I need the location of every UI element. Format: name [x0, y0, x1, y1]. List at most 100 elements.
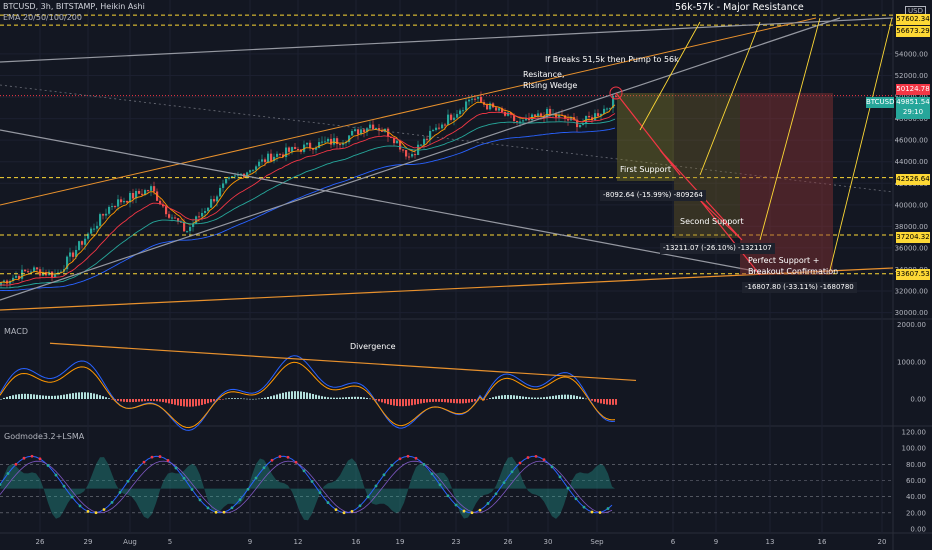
- candle-body: [192, 223, 195, 227]
- candle-body: [228, 177, 231, 179]
- macd-histogram-bar: [516, 395, 518, 399]
- candle-body: [600, 113, 603, 117]
- godmode-dot: [230, 506, 234, 510]
- candle-body: [162, 204, 165, 207]
- candle-body: [429, 130, 432, 140]
- macd-histogram-bar: [399, 399, 401, 407]
- macd-histogram-bar: [468, 399, 470, 403]
- candle-body: [519, 121, 522, 123]
- candle-body: [27, 271, 30, 273]
- macd-histogram-bar: [405, 399, 407, 407]
- macd-histogram-bar: [288, 391, 290, 399]
- candle-body: [204, 211, 207, 213]
- pump-arrow-1: [699, 21, 761, 176]
- godmode-dot: [478, 508, 482, 512]
- macd-histogram-bar: [375, 399, 377, 401]
- godmode-dot: [246, 487, 250, 491]
- candle-body: [216, 196, 219, 202]
- candle-body: [303, 144, 306, 152]
- candle-body: [507, 112, 510, 116]
- godmode-dot: [334, 508, 338, 512]
- macd-histogram-bar: [342, 397, 344, 399]
- candle-body: [330, 138, 333, 145]
- godmode-dot: [606, 507, 610, 510]
- macd-histogram-bar: [612, 399, 614, 405]
- macd-histogram-bar: [408, 399, 410, 406]
- candle-body: [24, 269, 27, 272]
- macd-histogram-bar: [534, 397, 536, 399]
- macd-histogram-bar: [219, 399, 221, 400]
- macd-histogram-bar: [564, 394, 566, 399]
- godmode-dot: [526, 456, 530, 459]
- macd-histogram-bar: [261, 398, 263, 399]
- ema-100-line: [0, 118, 616, 289]
- godmode-lsma-line: [0, 460, 613, 514]
- candle-body: [342, 143, 345, 145]
- macd-histogram-bar: [141, 399, 143, 402]
- candle-body: [69, 252, 72, 257]
- macd-histogram-bar: [576, 395, 578, 399]
- candle-body: [33, 267, 36, 272]
- macd-histogram-bar: [336, 397, 338, 399]
- godmode-dot: [214, 510, 218, 514]
- candle-body: [495, 107, 498, 111]
- macd-histogram-bar: [570, 394, 572, 399]
- macd-histogram-bar: [372, 399, 374, 400]
- macd-histogram-bar: [597, 399, 599, 403]
- godmode-dot: [94, 511, 98, 515]
- godmode-dot: [78, 504, 82, 508]
- price-tick-label: 44000.00: [895, 158, 928, 166]
- macd-histogram-bar: [522, 396, 524, 399]
- macd-histogram-bar: [417, 399, 419, 405]
- symbol-tag: BTCUSD: [866, 97, 895, 108]
- price-tick-label: 38000.00: [895, 223, 928, 231]
- candle-body: [450, 114, 453, 120]
- macd-histogram-bar: [327, 397, 329, 399]
- candle-body: [381, 130, 384, 132]
- candle-body: [309, 142, 312, 149]
- candle-body: [435, 127, 438, 130]
- macd-histogram-bar: [60, 395, 62, 399]
- rising-wedge-annotation: Resitance, Rising Wedge: [523, 70, 578, 90]
- candle-body: [288, 147, 291, 152]
- price-tick-label: 36000.00: [895, 244, 928, 252]
- macd-histogram-bar: [354, 396, 356, 399]
- macd-histogram-bar: [129, 399, 131, 403]
- macd-histogram-bar: [378, 399, 380, 402]
- macd-histogram-bar: [366, 397, 368, 399]
- ema-legend: EMA 20/50/100/200: [3, 13, 82, 22]
- candle-body: [222, 183, 225, 188]
- candle-body: [126, 201, 129, 203]
- macd-histogram-bar: [444, 399, 446, 403]
- godmode-dot: [278, 455, 282, 458]
- candle-body: [54, 274, 57, 278]
- godmode-dot: [70, 495, 74, 499]
- macd-histogram-bar: [462, 399, 464, 404]
- price-tag-50124: 50124.78: [896, 84, 930, 95]
- macd-histogram-bar: [24, 393, 26, 399]
- macd-histogram-bar: [132, 399, 134, 403]
- macd-histogram-bar: [450, 399, 452, 403]
- x-tick-label: 6: [671, 538, 676, 546]
- macd-histogram-bar: [78, 392, 80, 399]
- candle-body: [252, 169, 255, 171]
- candle-body: [261, 159, 264, 162]
- macd-histogram-bar: [270, 396, 272, 399]
- candle-body: [441, 124, 444, 129]
- macd-histogram-bar: [615, 399, 617, 405]
- candle-body: [180, 221, 183, 223]
- candle-body: [36, 267, 39, 270]
- godmode-dot: [574, 497, 578, 501]
- candle-body: [465, 101, 468, 111]
- x-tick-label: 9: [714, 538, 718, 546]
- candle-body: [30, 271, 33, 273]
- macd-histogram-bar: [345, 397, 347, 399]
- candle-body: [588, 115, 591, 118]
- macd-histogram-bar: [33, 394, 35, 399]
- godmode-dot: [254, 476, 258, 480]
- candle-body: [93, 228, 96, 230]
- candle-body: [111, 206, 114, 208]
- candle-body: [9, 281, 12, 284]
- candle-body: [267, 153, 270, 163]
